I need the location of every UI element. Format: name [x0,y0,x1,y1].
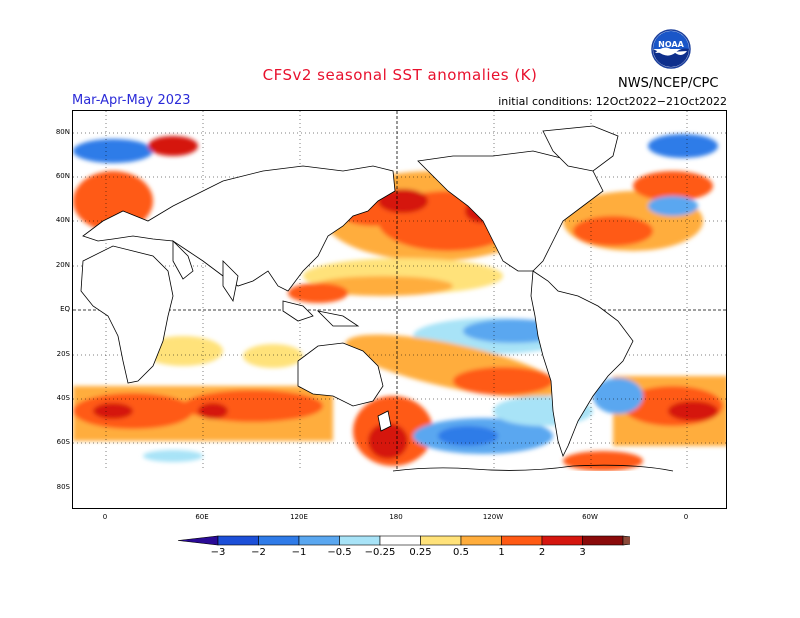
initial-conditions-label: initial conditions: 12Oct2022−21Oct2022 [498,95,727,108]
colorbar-label: 2 [538,547,546,558]
colorbar-label: 0.25 [409,547,432,558]
colorbar-label: 3 [579,547,586,558]
colorbar-label: −2 [251,547,266,558]
colorbar-label: −1 [291,547,307,558]
colorbar-swatch [379,535,421,546]
colorbar-swatch-max [622,535,630,546]
map-gridlines [73,111,726,508]
lat-label-60s: 60S [56,438,70,446]
colorbar-label: 1 [498,547,505,558]
sst-anomaly-map [72,110,727,509]
lon-label-60w: 60W [582,513,598,521]
lon-label-180: 180 [389,513,403,521]
lat-label-60n: 60N [55,172,70,180]
lon-label-0-east: 0 [683,513,689,521]
colorbar-swatch [339,535,381,546]
map-svg [73,111,726,508]
colorbar-swatch [460,535,502,546]
colorbar-label: −3 [210,547,226,558]
colorbar-swatch [217,535,259,546]
colorbar-swatch-min [177,535,219,546]
colorbar-swatch [501,535,543,546]
lat-label-40s: 40S [56,394,70,402]
chart-title: CFSv2 seasonal SST anomalies (K) [262,66,538,84]
lon-label-120e: 120E [290,513,308,521]
colorbar-label: −0.5 [327,547,352,558]
colorbar-swatch [582,535,624,546]
lon-label-120w: 120W [482,513,504,521]
lat-label-80n: 80N [55,128,70,136]
colorbar-swatch [541,535,583,546]
colorbar-label: −0.25 [364,547,396,558]
lon-label-0: 0 [102,513,108,521]
noaa-logo: NOAA [651,29,691,69]
colorbar [177,535,630,546]
colorbar-swatch [298,535,340,546]
season-label: Mar-Apr-May 2023 [72,93,191,108]
lat-label-80s: 80S [56,483,70,491]
colorbar-label: 0.5 [453,547,469,558]
agency-label: NWS/NCEP/CPC [618,76,719,91]
lat-label-eq: EQ [60,305,70,313]
lon-label-60e: 60E [195,513,209,521]
colorbar-swatch [258,535,300,546]
continents [73,125,726,508]
equator-dateline [73,111,726,508]
colorbar-swatch [420,535,462,546]
lat-label-20n: 20N [55,261,70,269]
lat-label-20s: 20S [56,350,70,358]
svg-text:NOAA: NOAA [658,40,684,49]
lat-label-40n: 40N [55,216,70,224]
